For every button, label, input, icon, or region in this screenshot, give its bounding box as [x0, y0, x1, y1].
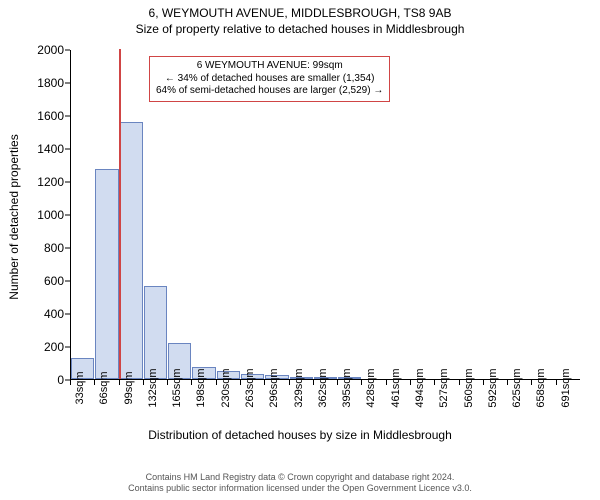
y-tick-label: 2000	[28, 43, 64, 57]
plot-area: 6 WEYMOUTH AVENUE: 99sqm ← 34% of detach…	[70, 50, 580, 380]
x-tick-label: 560sqm	[463, 368, 475, 407]
y-tick-mark	[65, 314, 70, 315]
y-tick-mark	[65, 83, 70, 84]
x-tick-label: 494sqm	[414, 368, 426, 407]
x-tick-mark	[94, 380, 95, 385]
x-tick-mark	[167, 380, 168, 385]
y-tick-mark	[65, 248, 70, 249]
chart-area: Number of detached properties 6 WEYMOUTH…	[0, 40, 600, 440]
x-tick-label: 592sqm	[487, 368, 499, 407]
x-tick-label: 691sqm	[560, 368, 572, 407]
x-tick-mark	[216, 380, 217, 385]
y-tick-mark	[65, 116, 70, 117]
x-tick-label: 33sqm	[74, 371, 86, 404]
x-tick-label: 625sqm	[511, 368, 523, 407]
x-tick-label: 230sqm	[220, 368, 232, 407]
chart-title-line2: Size of property relative to detached ho…	[0, 20, 600, 40]
y-tick-mark	[65, 149, 70, 150]
x-tick-label: 132sqm	[147, 368, 159, 407]
x-tick-mark	[556, 380, 557, 385]
histogram-bar	[120, 122, 143, 379]
y-tick-mark	[65, 347, 70, 348]
x-tick-label: 658sqm	[535, 368, 547, 407]
y-tick-mark	[65, 281, 70, 282]
chart-title-line1: 6, WEYMOUTH AVENUE, MIDDLESBROUGH, TS8 9…	[0, 0, 600, 20]
x-tick-label: 99sqm	[123, 371, 135, 404]
footer-line1: Contains HM Land Registry data © Crown c…	[0, 472, 600, 483]
y-tick-label: 400	[28, 307, 64, 321]
callout-line2: ← 34% of detached houses are smaller (1,…	[156, 73, 383, 86]
y-tick-label: 1600	[28, 109, 64, 123]
x-tick-mark	[119, 380, 120, 385]
x-tick-mark	[313, 380, 314, 385]
y-tick-label: 1200	[28, 175, 64, 189]
histogram-bar	[95, 169, 118, 379]
x-tick-mark	[434, 380, 435, 385]
x-tick-mark	[459, 380, 460, 385]
x-tick-mark	[507, 380, 508, 385]
x-tick-mark	[143, 380, 144, 385]
x-tick-mark	[289, 380, 290, 385]
x-tick-label: 461sqm	[390, 368, 402, 407]
x-tick-mark	[191, 380, 192, 385]
y-tick-label: 800	[28, 241, 64, 255]
x-tick-label: 329sqm	[293, 368, 305, 407]
y-tick-label: 200	[28, 340, 64, 354]
x-tick-label: 198sqm	[195, 368, 207, 407]
footer: Contains HM Land Registry data © Crown c…	[0, 472, 600, 495]
y-tick-label: 1400	[28, 142, 64, 156]
y-tick-label: 1000	[28, 208, 64, 222]
x-tick-mark	[337, 380, 338, 385]
y-tick-label: 0	[28, 373, 64, 387]
x-tick-label: 395sqm	[341, 368, 353, 407]
x-tick-mark	[531, 380, 532, 385]
x-tick-label: 527sqm	[438, 368, 450, 407]
x-tick-mark	[483, 380, 484, 385]
callout-line1: 6 WEYMOUTH AVENUE: 99sqm	[156, 60, 383, 73]
x-tick-label: 296sqm	[268, 368, 280, 407]
y-tick-mark	[65, 50, 70, 51]
y-tick-mark	[65, 182, 70, 183]
footer-line2: Contains public sector information licen…	[0, 483, 600, 494]
y-axis-label: Number of detached properties	[7, 134, 21, 299]
x-tick-label: 362sqm	[317, 368, 329, 407]
histogram-bar	[144, 286, 167, 379]
x-tick-mark	[410, 380, 411, 385]
x-tick-label: 263sqm	[244, 368, 256, 407]
x-tick-label: 66sqm	[98, 371, 110, 404]
x-tick-label: 428sqm	[365, 368, 377, 407]
x-tick-mark	[386, 380, 387, 385]
callout-line3: 64% of semi-detached houses are larger (…	[156, 85, 383, 98]
x-axis-label: Distribution of detached houses by size …	[0, 428, 600, 442]
y-tick-mark	[65, 215, 70, 216]
highlight-line	[119, 49, 121, 379]
callout-box: 6 WEYMOUTH AVENUE: 99sqm ← 34% of detach…	[149, 56, 390, 102]
y-tick-label: 600	[28, 274, 64, 288]
x-tick-mark	[70, 380, 71, 385]
x-tick-label: 165sqm	[171, 368, 183, 407]
x-tick-mark	[240, 380, 241, 385]
x-tick-mark	[264, 380, 265, 385]
y-tick-label: 1800	[28, 76, 64, 90]
x-tick-mark	[361, 380, 362, 385]
